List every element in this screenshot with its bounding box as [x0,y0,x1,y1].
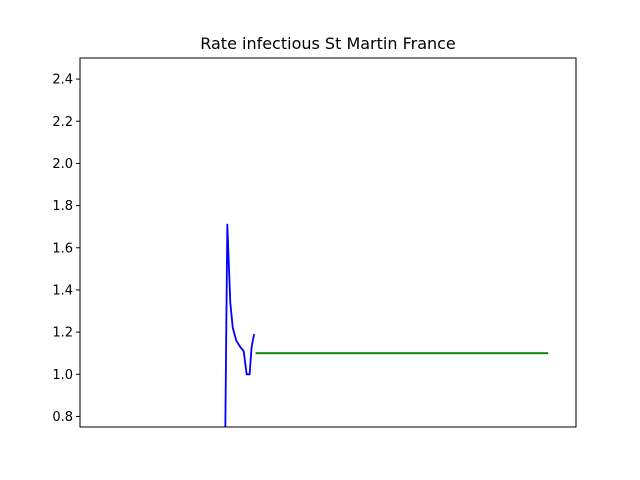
series-line-1 [224,223,255,427]
y-axis: 0.8 1.0 1.2 1.4 1.6 1.8 2.0 2.2 2.4 [52,73,80,425]
series-layer [224,223,549,427]
y-tick-label: 2.0 [52,157,73,172]
y-tick-label: 2.2 [52,115,73,130]
y-tick-label: 0.8 [52,410,73,425]
y-tick-label: 1.8 [52,199,73,214]
y-tick-label: 1.2 [52,326,73,341]
y-tick-label: 2.4 [52,73,73,88]
y-tick-label: 1.0 [52,368,73,383]
y-tick-label: 1.6 [52,241,73,256]
y-tick-label: 1.4 [52,283,73,298]
chart-title: Rate infectious St Martin France [200,34,456,53]
plot-frame [79,57,577,428]
